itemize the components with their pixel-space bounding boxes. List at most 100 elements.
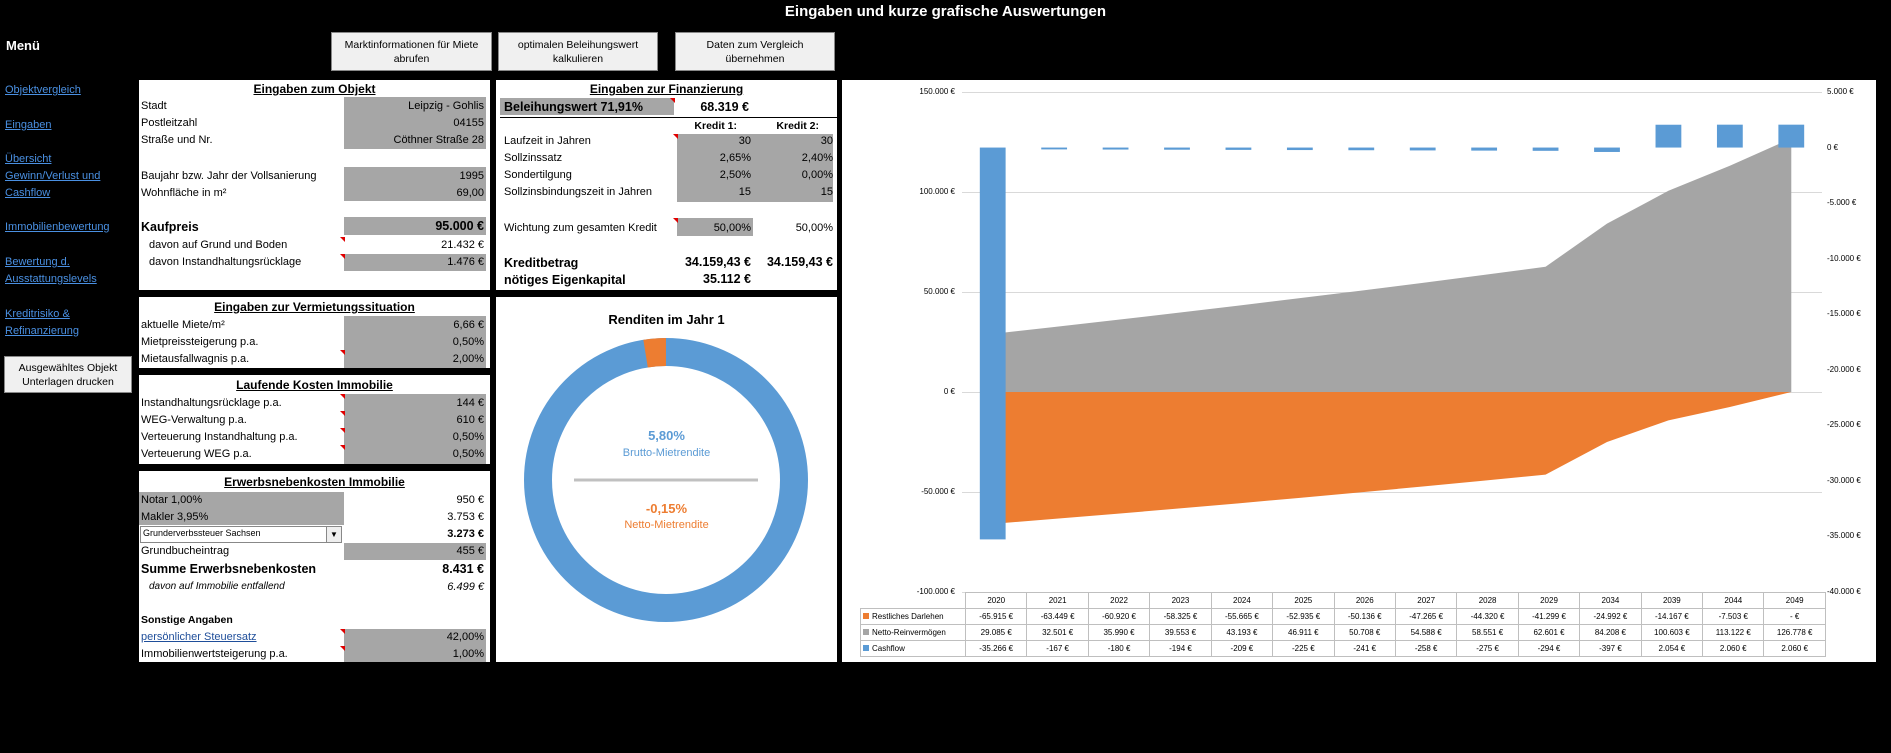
- table-cell: -258 €: [1394, 640, 1458, 657]
- table-cell: 54.588 €: [1394, 624, 1458, 641]
- menu-link-eingaben[interactable]: Eingaben: [5, 119, 52, 131]
- right-axis-tick: -40.000 €: [1827, 587, 1861, 596]
- menu-link-kreditrisiko[interactable]: Kreditrisiko & Refinanzierung: [5, 308, 79, 337]
- reserve-label: davon Instandhaltungsrücklage: [149, 256, 302, 268]
- year-cell: 2021: [1026, 592, 1089, 609]
- right-axis-tick: -20.000 €: [1827, 364, 1861, 374]
- transfer-tax-select[interactable]: Grunderverbssteuer Sachsen ▼: [140, 526, 342, 543]
- year-cell: 2039: [1640, 592, 1704, 609]
- cashflow-bar: [1532, 147, 1559, 151]
- print-documents-button[interactable]: Ausgewähltes Objekt Unterlagen drucken: [4, 356, 132, 393]
- legend-swatch: [863, 645, 869, 651]
- net-yield-value: -0,15%: [645, 501, 688, 516]
- table-cell: -47.265 €: [1394, 608, 1458, 625]
- credit-term-label: Sollzinsbindungszeit in Jahren: [504, 186, 652, 198]
- value-growth-field[interactable]: 1,00%: [452, 648, 484, 660]
- other-settings-title: Sonstige Angaben: [141, 614, 233, 626]
- credit1-term-field[interactable]: 15: [738, 186, 751, 198]
- credit-term-label: Sondertilgung: [504, 169, 572, 181]
- weighting-k2-value: 50,00%: [795, 222, 833, 234]
- table-cell: -397 €: [1579, 640, 1642, 657]
- rent-increase-field[interactable]: 0,50%: [452, 336, 484, 348]
- series-name: Restliches Darlehen: [872, 612, 944, 621]
- comment-marker: [340, 237, 345, 242]
- credit-term-label: Sollzinssatz: [504, 152, 563, 164]
- year-cell: 2022: [1087, 592, 1151, 609]
- tax-rate-field[interactable]: 42,00%: [446, 631, 484, 643]
- optimal-loan-button[interactable]: optimalen Beleihungswert kalkulieren: [498, 32, 658, 71]
- running-cost-field[interactable]: 0,50%: [452, 448, 484, 460]
- table-cell: 50.708 €: [1333, 624, 1396, 641]
- table-cell: 100.603 €: [1640, 624, 1704, 641]
- year-cell: 2044: [1702, 592, 1765, 609]
- weighting-k1-field[interactable]: 50,00%: [713, 222, 751, 234]
- running-cost-field[interactable]: 0,50%: [452, 431, 484, 443]
- price-field-bg: [344, 217, 486, 235]
- city-field[interactable]: Leipzig - Gohlis: [408, 100, 484, 112]
- credit2-header: Kredit 2:: [776, 120, 819, 132]
- running-cost-field[interactable]: 144 €: [456, 397, 484, 409]
- table-cell: -7.503 €: [1702, 608, 1765, 625]
- rent-field[interactable]: 6,66 €: [453, 319, 484, 331]
- series-name: Cashflow: [872, 644, 905, 653]
- donut-title: Renditen im Jahr 1: [608, 312, 725, 327]
- page-title: Eingaben und kurze grafische Auswertunge…: [784, 3, 1107, 20]
- left-axis-tick: 100.000 €: [919, 187, 955, 196]
- menu-title: Menü: [6, 38, 40, 53]
- loan-amount-k2: 34.159,43 €: [766, 255, 833, 269]
- reserve-field[interactable]: 1.476 €: [447, 256, 484, 268]
- table-cell: -58.325 €: [1149, 608, 1212, 625]
- left-axis-tick: 150.000 €: [919, 87, 955, 96]
- tax-rate-link[interactable]: persönlicher Steuersatz: [141, 631, 257, 643]
- land-registry-field[interactable]: 455 €: [456, 545, 484, 557]
- table-cell: 113.122 €: [1702, 624, 1765, 641]
- left-axis-tick: 50.000 €: [923, 287, 955, 296]
- rent-label: aktuelle Miete/m²: [141, 319, 225, 331]
- menu-link-uebersicht[interactable]: Übersicht Gewinn/Verlust und Cashflow: [5, 153, 101, 199]
- vacancy-label: Mietausfallwagnis p.a.: [141, 353, 250, 365]
- transfer-tax-select-value: Grunderverbssteuer Sachsen: [143, 528, 261, 538]
- equity-value: 35.112 €: [703, 272, 751, 286]
- credit2-term-field[interactable]: 0,00%: [801, 169, 833, 181]
- year-cell: 2049: [1763, 592, 1826, 609]
- cashflow-bar: [1655, 124, 1682, 148]
- credit-terms-fields: [677, 134, 833, 202]
- take-data-button[interactable]: Daten zum Vergleich übernehmen: [675, 32, 835, 71]
- running-cost-field[interactable]: 610 €: [456, 414, 484, 426]
- comment-marker: [340, 254, 345, 259]
- menu-link-objektvergleich[interactable]: Objektvergleich: [5, 84, 81, 96]
- running-costs-panel: Laufende Kosten Immobilie Instandhaltung…: [139, 375, 490, 464]
- price-field[interactable]: 95.000 €: [435, 219, 484, 233]
- build-year-field[interactable]: 1995: [459, 170, 484, 182]
- credit1-term-field[interactable]: 2,50%: [719, 169, 751, 181]
- credit2-term-field[interactable]: 2,40%: [801, 152, 833, 164]
- credit2-term-field[interactable]: 15: [820, 186, 833, 198]
- credit1-term-field[interactable]: 30: [738, 135, 751, 147]
- right-axis-tick: -10.000 €: [1827, 253, 1861, 263]
- menu-link-immobilienbewertung[interactable]: Immobilienbewertung: [5, 221, 110, 233]
- street-field[interactable]: Cöthner Straße 28: [393, 134, 485, 146]
- credit2-term-field[interactable]: 30: [820, 135, 833, 147]
- living-area-field[interactable]: 69,00: [456, 187, 484, 199]
- table-cell: -24.992 €: [1579, 608, 1642, 625]
- cashflow-bar: [1164, 147, 1190, 150]
- menu-link-ausstattungslevels[interactable]: Bewertung d. Ausstattungslevels: [5, 256, 97, 285]
- market-info-button[interactable]: Marktinformationen für Miete abrufen: [331, 32, 492, 71]
- notary-label: Notar 1,00%: [141, 494, 203, 506]
- left-axis-tick: -100.000 €: [916, 587, 955, 596]
- financing-input-panel: Eingaben zur Finanzierung Beleihungswert…: [496, 80, 837, 290]
- chevron-down-icon[interactable]: ▼: [326, 527, 341, 542]
- table-cell: -50.136 €: [1333, 608, 1396, 625]
- table-cell: -60.920 €: [1087, 608, 1151, 625]
- vacancy-field[interactable]: 2,00%: [452, 353, 484, 365]
- rental-panel-title: Eingaben zur Vermietungssituation: [214, 300, 415, 314]
- running-cost-label: Verteuerung WEG p.a.: [141, 448, 252, 460]
- loan-value-label: Beleihungswert 71,91%: [504, 100, 643, 114]
- credit1-term-field[interactable]: 2,65%: [719, 152, 751, 164]
- donut-ring-main: [524, 338, 808, 622]
- zip-field[interactable]: 04155: [453, 117, 484, 129]
- gridline: [962, 92, 1822, 93]
- table-cell: 35.990 €: [1087, 624, 1151, 641]
- table-cell: 84.208 €: [1579, 624, 1642, 641]
- running-cost-label: Verteuerung Instandhaltung p.a.: [141, 431, 298, 443]
